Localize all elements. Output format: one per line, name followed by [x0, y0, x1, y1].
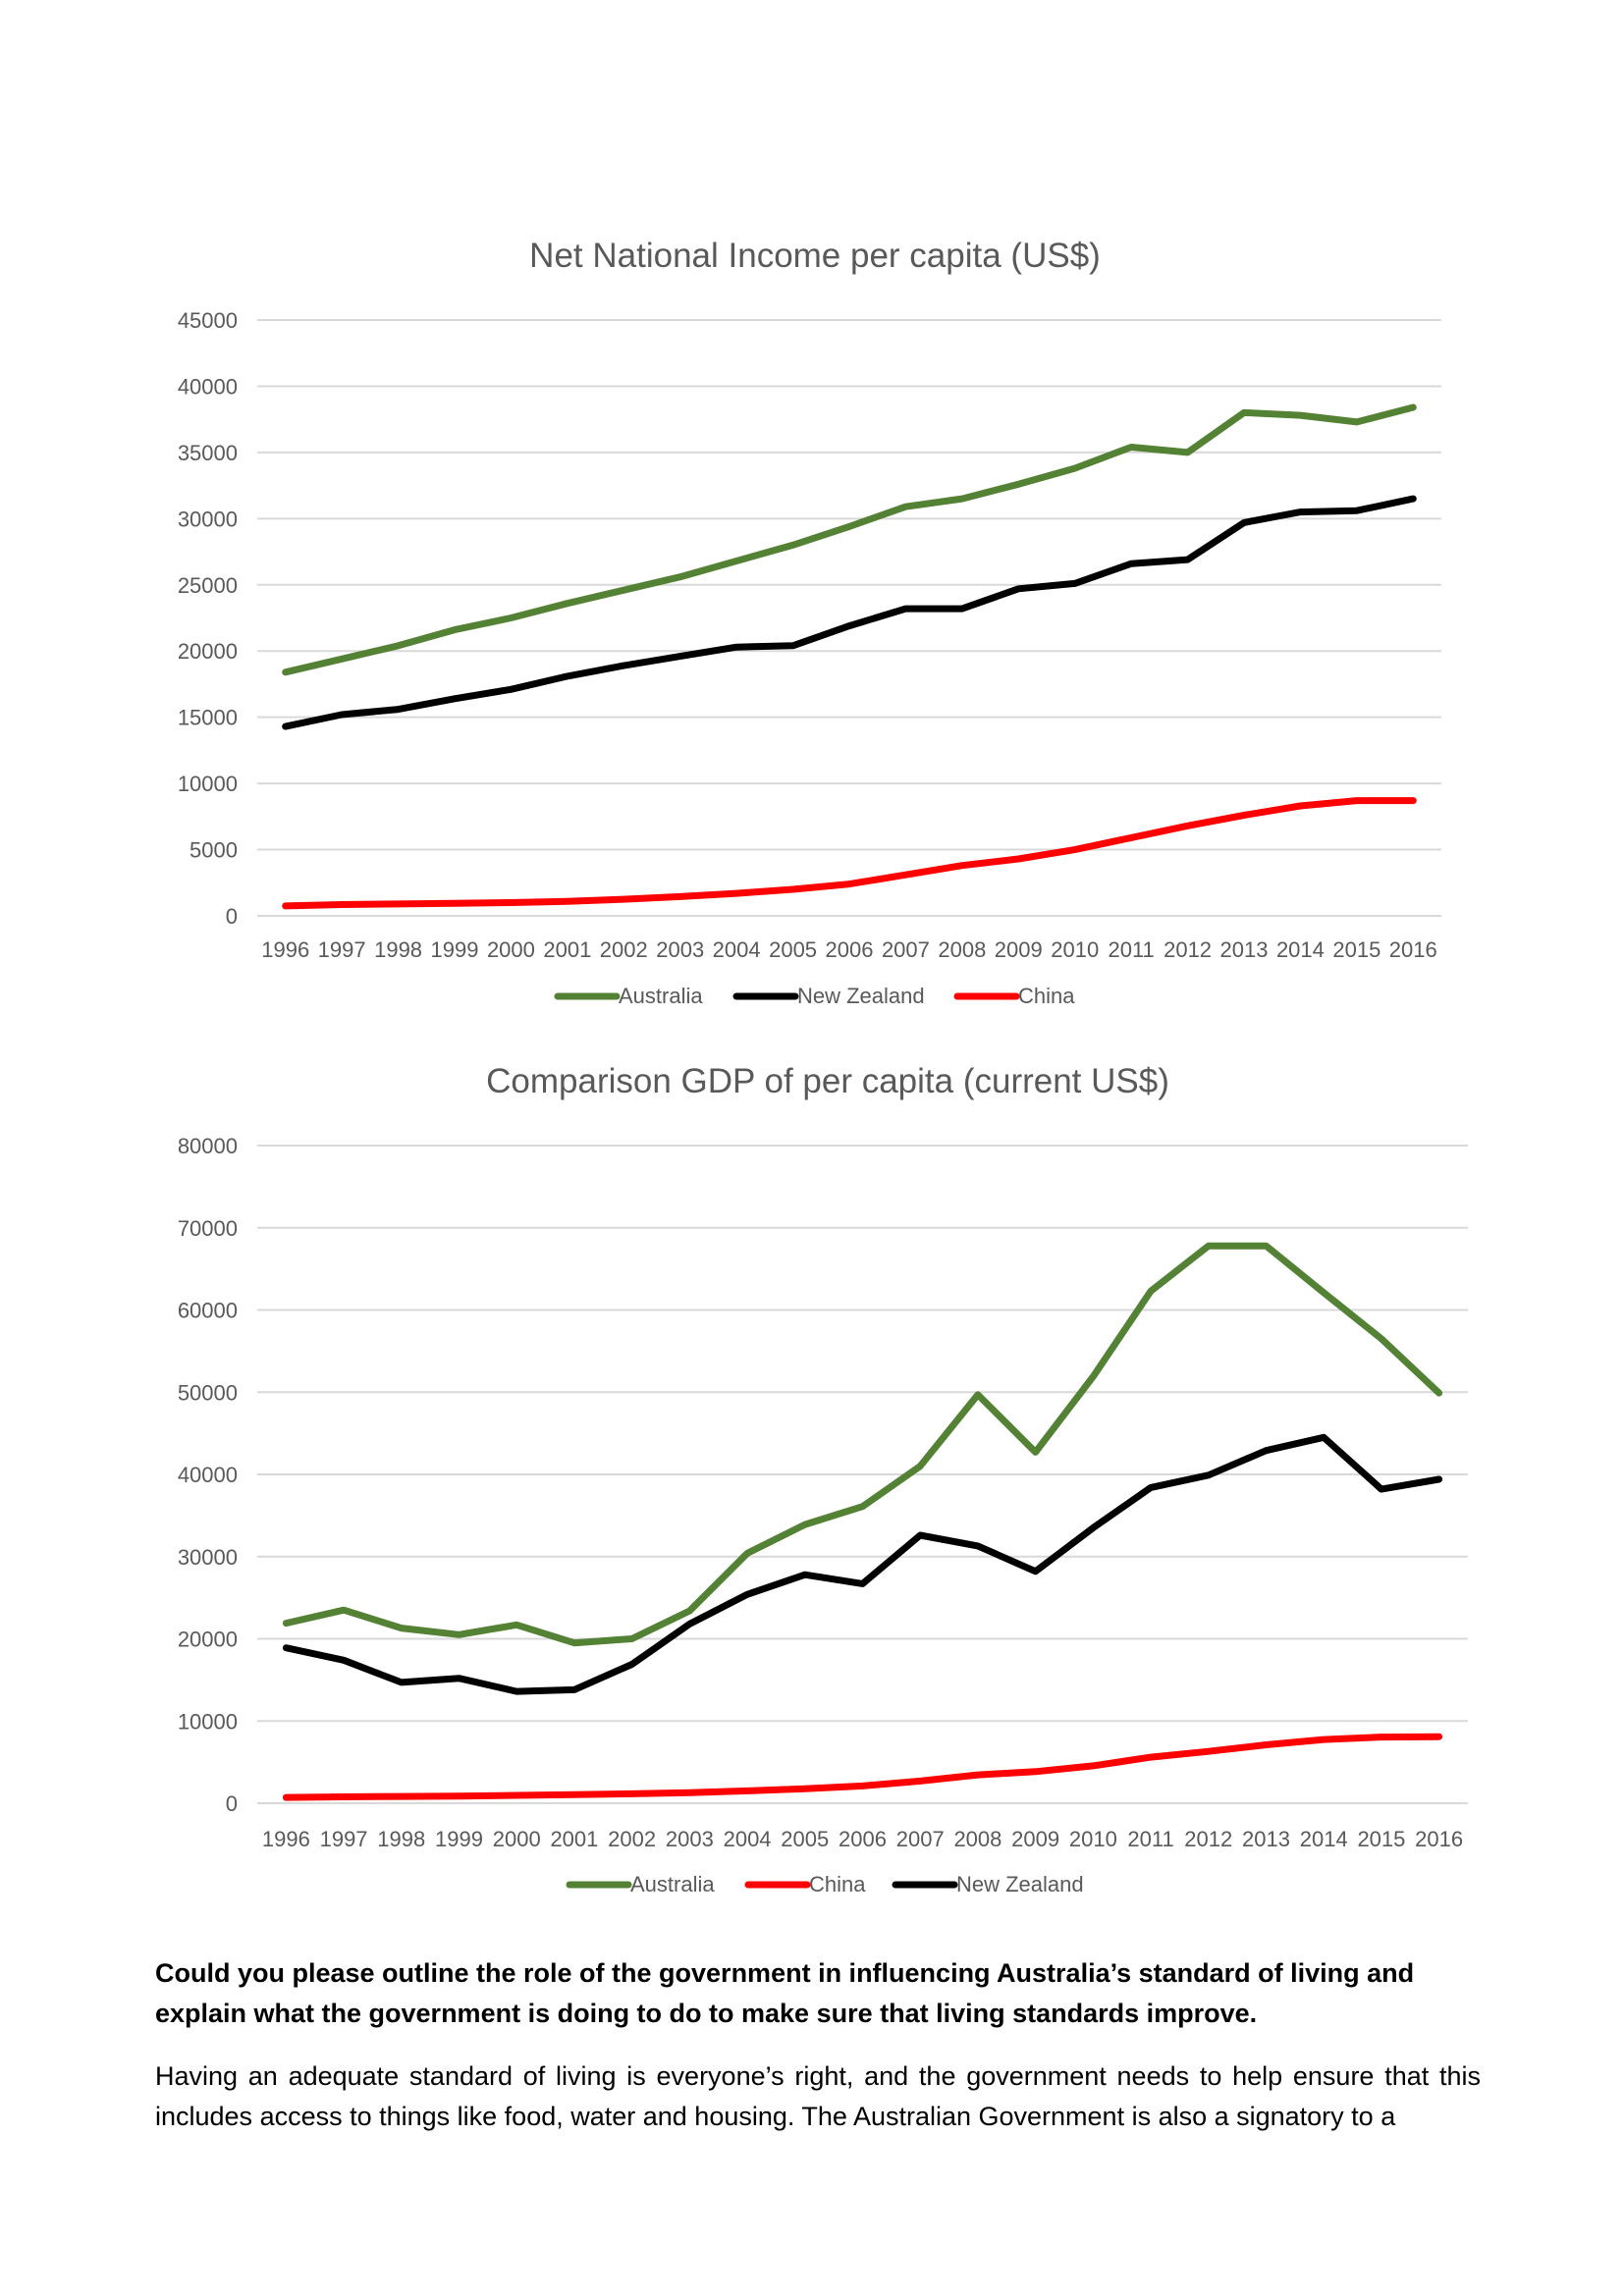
gdp-x-tick-label: 2005	[781, 1827, 829, 1851]
gdp-y-tick-label: 70000	[178, 1216, 238, 1241]
nni-x-tick-label: 2000	[487, 937, 535, 962]
gdp-x-tick-label: 2000	[493, 1827, 541, 1851]
gdp-x-tick-label: 2002	[608, 1827, 656, 1851]
nni-legend-label-new-zealand: New Zealand	[797, 984, 925, 1008]
nni-x-tick-label: 2005	[769, 937, 817, 962]
nni-legend-label-china: China	[1018, 984, 1075, 1008]
nni-x-tick-label: 2007	[882, 937, 930, 962]
nni-x-tick-label: 2003	[656, 937, 704, 962]
nni-x-tick-label: 2016	[1389, 937, 1437, 962]
gdp-x-tick-label: 2004	[724, 1827, 772, 1851]
gdp-y-tick-label: 40000	[178, 1463, 238, 1487]
nni-y-tick-label: 35000	[178, 441, 238, 465]
gdp-x-tick-label: 2013	[1242, 1827, 1290, 1851]
nni-x-tick-label: 2004	[713, 937, 761, 962]
nni-y-tick-label: 25000	[178, 573, 238, 598]
nni-y-tick-label: 5000	[189, 838, 238, 863]
gdp-legend-label-australia: Australia	[630, 1872, 715, 1896]
gdp-legend-label-new-zealand: New Zealand	[956, 1872, 1084, 1896]
nni-x-tick-label: 2009	[995, 937, 1043, 962]
gdp-y-tick-label: 80000	[178, 1134, 238, 1158]
nni-x-tick-label: 2011	[1108, 937, 1154, 962]
nni-series-line-australia	[282, 403, 1417, 676]
gdp-series-line-china	[282, 1733, 1443, 1801]
gdp-x-tick-label: 1999	[435, 1827, 483, 1851]
nni-x-tick-label: 2014	[1276, 937, 1325, 962]
nni-series-line-china	[282, 797, 1417, 910]
nni-legend-label-australia: Australia	[619, 984, 703, 1008]
gdp-x-tick-label: 2015	[1357, 1827, 1405, 1851]
gdp-legend-label-china: China	[809, 1872, 866, 1896]
nni-y-tick-label: 10000	[178, 772, 238, 796]
nni-x-tick-label: 1996	[261, 937, 309, 962]
nni-x-tick-label: 2012	[1164, 937, 1212, 962]
net-national-income-chart-svg: Net National Income per capita (US$) 0 500…	[178, 237, 1441, 1008]
nni-y-tick-label: 45000	[178, 308, 238, 333]
gdp-y-tick-label: 20000	[178, 1628, 238, 1652]
nni-x-tick-label: 2008	[938, 937, 986, 962]
nni-x-tick-label: 1999	[431, 937, 479, 962]
gdp-x-tick-label: 2012	[1184, 1827, 1232, 1851]
gdp-y-tick-label: 0	[226, 1791, 238, 1816]
nni-x-tick-label: 2013	[1220, 937, 1269, 962]
gdp-x-tick-label: 1997	[320, 1827, 368, 1851]
nni-x-tick-label: 2015	[1332, 937, 1380, 962]
nni-x-tick-label: 2002	[600, 937, 648, 962]
gdp-y-tick-label: 50000	[178, 1380, 238, 1405]
nni-y-tick-label: 0	[226, 904, 238, 929]
gdp-x-tick-label: 2001	[550, 1827, 598, 1851]
gdp-x-tick-label: 1996	[262, 1827, 310, 1851]
answer-paragraph: Having an adequate standard of living is…	[155, 2061, 1481, 2131]
nni-y-tick-label: 20000	[178, 639, 238, 664]
gdp-series-line-australia	[282, 1242, 1443, 1647]
gdp-x-tick-label: 2010	[1069, 1827, 1117, 1851]
gdp-series-line-new-zealand	[282, 1433, 1443, 1695]
gdp-x-tick-label: 2014	[1300, 1827, 1348, 1851]
nni-y-tick-label: 15000	[178, 706, 238, 730]
gdp-y-tick-label: 60000	[178, 1299, 238, 1323]
gdp-x-tick-label: 2006	[839, 1827, 887, 1851]
net-national-income-chart: Net National Income per capita (US$) 0 500…	[0, 226, 1624, 1031]
nni-x-tick-label: 1997	[318, 937, 366, 962]
gdp-x-tick-label: 2016	[1415, 1827, 1463, 1851]
gdp-y-tick-label: 10000	[178, 1709, 238, 1734]
nni-x-tick-label: 2001	[543, 937, 591, 962]
gdp-per-capita-chart-svg: Comparison GDP of per capita (current US…	[178, 1062, 1468, 1896]
gdp-y-tick-label: 30000	[178, 1545, 238, 1570]
gdp-per-capita-chart: Comparison GDP of per capita (current US…	[0, 1055, 1624, 1919]
nni-x-tick-label: 2010	[1051, 937, 1099, 962]
nni-x-tick-label: 1998	[374, 937, 422, 962]
nni-y-tick-label: 30000	[178, 507, 238, 531]
nni-series-line-new-zealand	[282, 495, 1417, 730]
gdp-x-tick-label: 1998	[377, 1827, 425, 1851]
question-heading: Could you please outline the role of the…	[155, 1958, 1415, 2028]
gdp-x-tick-label: 2011	[1127, 1827, 1173, 1851]
gdp-x-tick-label: 2008	[953, 1827, 1001, 1851]
gdp-x-tick-label: 2003	[666, 1827, 714, 1851]
nni-y-tick-label: 40000	[178, 374, 238, 399]
gdp-x-tick-label: 2007	[896, 1827, 945, 1851]
gdp-x-tick-label: 2009	[1011, 1827, 1059, 1851]
gdp-chart-title: Comparison GDP of per capita (current US…	[486, 1062, 1169, 1100]
nni-chart-title: Net National Income per capita (US$)	[529, 237, 1101, 275]
nni-x-tick-label: 2006	[826, 937, 874, 962]
